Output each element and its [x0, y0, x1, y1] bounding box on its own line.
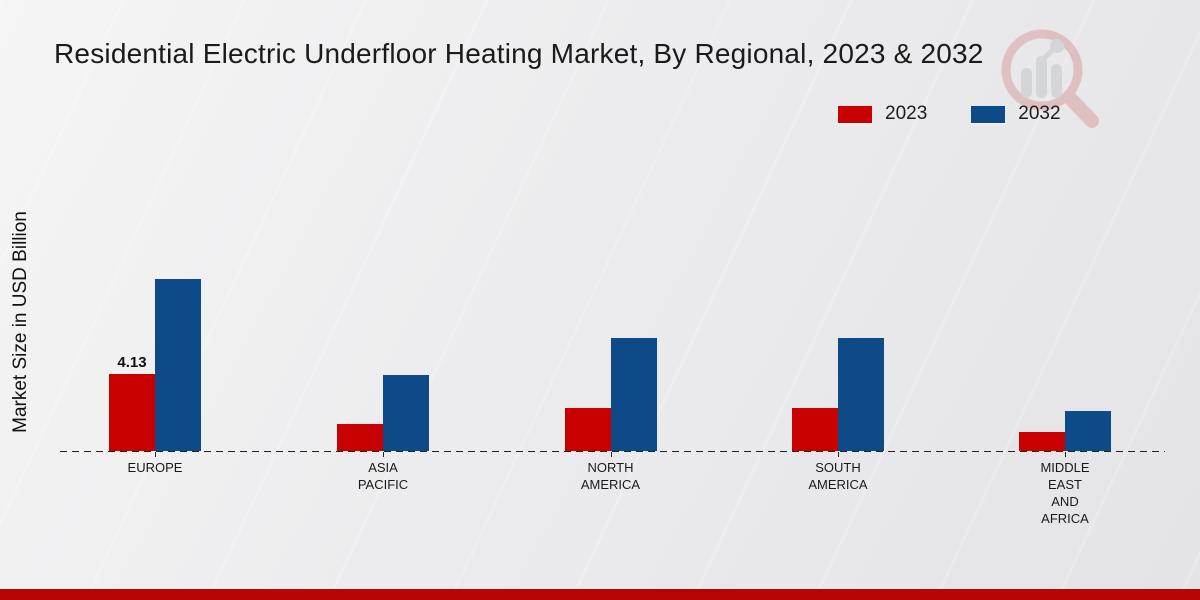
- legend-item-2032: 2032: [971, 103, 1061, 125]
- y-axis-label: Market Size in USD Billion: [10, 211, 31, 433]
- bar-2032-asia-pacific: [383, 375, 429, 451]
- category-label-middle-east-and-africa: MIDDLE EAST AND AFRICA: [1040, 460, 1090, 526]
- watermark-magnifier-logo-icon: [1001, 29, 1099, 128]
- legend-swatch-2032: [971, 105, 1006, 123]
- category-label-asia-pacific: ASIA PACIFIC: [357, 460, 409, 492]
- bar-2032-middle-east-and-africa: [1065, 411, 1111, 451]
- bar-2032-north-america: [610, 338, 657, 451]
- x-axis-tick: [1065, 452, 1066, 457]
- footer-accent-band: [0, 589, 1200, 600]
- legend-swatch-2023: [838, 105, 872, 123]
- chart-title: Residential Electric Underfloor Heating …: [54, 38, 984, 69]
- bar-2023-south-america: [792, 408, 838, 451]
- bar-2032-south-america: [838, 338, 884, 451]
- bar-2023-middle-east-and-africa: [1019, 432, 1065, 451]
- bar-2023-north-america: [564, 408, 611, 451]
- x-axis-tick: [155, 452, 156, 457]
- legend-label-2023: 2023: [885, 103, 928, 124]
- bar-2023-europe: [109, 374, 155, 451]
- x-axis-baseline: [60, 451, 1165, 452]
- x-axis-tick: [383, 452, 384, 457]
- legend: 2023 2032: [838, 103, 1061, 125]
- bar-2023-asia-pacific: [337, 424, 383, 451]
- legend-label-2032: 2032: [1018, 103, 1061, 124]
- x-axis-tick: [838, 452, 839, 457]
- category-label-north-america: NORTH AMERICA: [580, 460, 641, 492]
- category-label-south-america: SOUTH AMERICA: [808, 460, 868, 492]
- bar-value-label: 4.13: [117, 354, 147, 371]
- bar-2032-europe: [155, 279, 201, 451]
- legend-item-2023: 2023: [838, 103, 927, 125]
- category-label-europe: EUROPE: [127, 460, 183, 475]
- x-axis-tick: [610, 452, 612, 457]
